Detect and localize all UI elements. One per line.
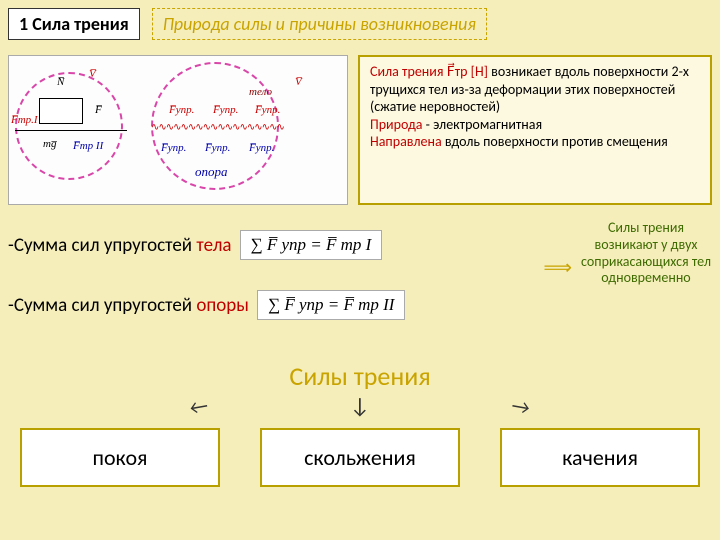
def-rest2: - электромагнитная [423,116,543,133]
definition-line3: Направлена вдоль поверхности против смещ… [370,133,700,151]
def-unit: [H] [468,63,492,80]
definition-line1: Сила трения F⃗тр [H] возникает вдоль пов… [370,63,700,116]
label-Ftr2: F̅тр II [73,140,103,152]
label-telo: тело [249,86,272,98]
type-box-rest: покоя [20,428,220,487]
label-V1: V̅ [89,68,96,80]
label-Fupr2: F̅упр. [213,104,238,116]
sum-line-support: -Сумма сил упругостей опоры ∑ F̅ упр = F… [8,290,405,320]
label-Fupr6: F̅упр. [249,142,274,154]
side-note: Силы трения возникают у двух соприкасающ… [576,220,716,287]
type-box-sliding: скольжения [260,428,460,487]
label-Ftr1: F̅тр.I [11,114,38,126]
label-opora: опора [195,164,228,180]
types-row: покоя скольжения качения [20,428,700,487]
sum1-prefix: -Сумма сил упругостей [8,234,196,257]
sum-lines: -Сумма сил упругостей тела ∑ F̅ упр = F̅… [8,230,405,320]
label-Fupr5: F̅упр. [205,142,230,154]
label-V2: V̅ [295,76,302,88]
sum2-prefix: -Сумма сил упругостей [8,294,196,317]
sum2-word: опоры [196,294,249,317]
arrow-right-icon: ⟹ [543,255,572,280]
type-box-rolling: качения [500,428,700,487]
formula-body: ∑ F̅ упр = F̅ тр I [240,230,383,260]
def-label2: Природа [370,116,423,133]
label-Fupr3: F̅упр. [255,104,280,116]
def-label3: Направлена [370,133,442,150]
physics-diagram: ∿∿∿∿∿∿∿∿∿∿∿∿∿∿∿∿∿∿ N̅ V̅ V̅ F̅ F̅тр.I F̅… [8,55,348,205]
definition-box: Сила трения F⃗тр [H] возникает вдоль пов… [358,55,712,205]
label-Fupr4: F̅упр. [161,142,186,154]
label-mg: mg̅ [43,138,56,150]
formula-support: ∑ F̅ упр = F̅ тр II [257,290,406,320]
sum-line-body: -Сумма сил упругостей тела ∑ F̅ упр = F̅… [8,230,405,260]
label-F: F̅ [95,104,102,116]
def-symbol: F⃗тр [447,63,468,80]
arrow-down-icon: ↓ [350,392,370,419]
slide-title: 1 Сила трения [8,8,140,40]
header-row: 1 Сила трения Природа силы и причины воз… [8,8,712,40]
def-rest3: вдоль поверхности против смещения [442,133,668,150]
sum1-word: тела [196,234,231,257]
definition-line2: Природа - электромагнитная [370,116,700,134]
label-N: N̅ [57,76,64,88]
slide-subtitle: Природа силы и причины возникновения [152,8,487,40]
main-row: ∿∿∿∿∿∿∿∿∿∿∿∿∿∿∿∿∿∿ N̅ V̅ V̅ F̅ F̅тр.I F̅… [8,55,712,205]
label-Fupr1: F̅упр. [169,104,194,116]
types-header: Силы трения [0,360,720,392]
def-prefix: Сила трения [370,63,447,80]
